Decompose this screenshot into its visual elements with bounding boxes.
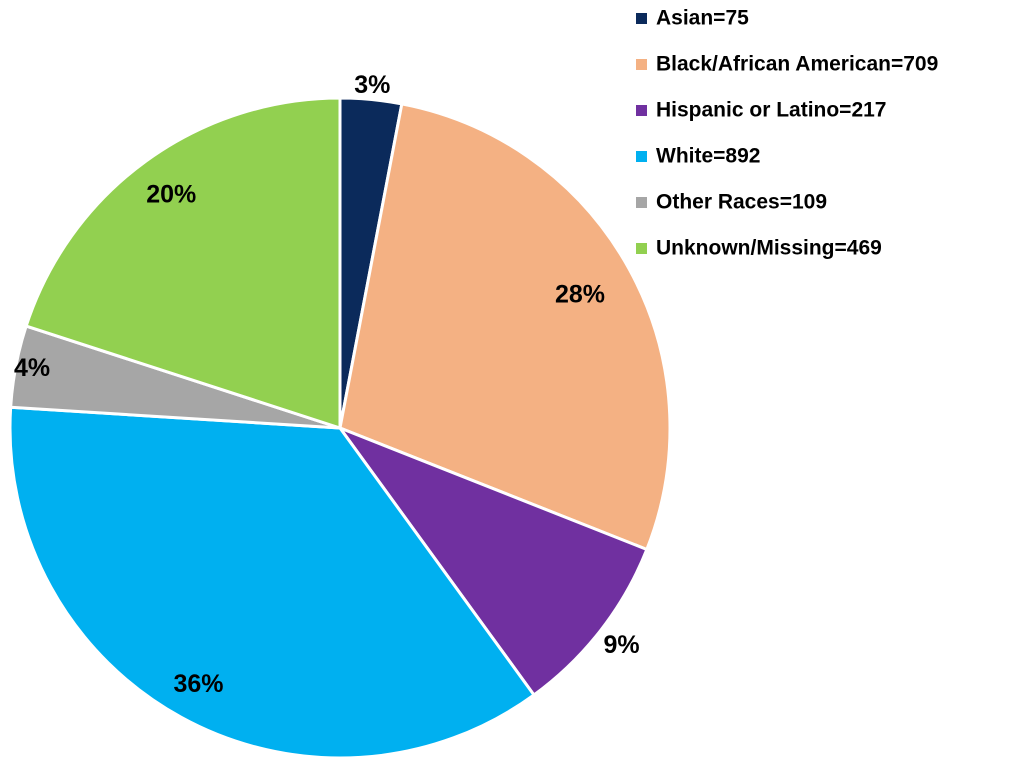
legend-swatch xyxy=(636,243,647,254)
data-label: 20% xyxy=(146,180,196,208)
legend-swatch xyxy=(636,13,647,24)
data-label: 36% xyxy=(173,670,223,698)
pie-slice xyxy=(8,405,536,757)
legend-label: Unknown/Missing=469 xyxy=(656,237,882,260)
legend-swatch xyxy=(636,59,647,70)
legend-swatch xyxy=(636,151,647,162)
pie-slice xyxy=(338,426,649,697)
legend-label: Asian=75 xyxy=(656,7,749,30)
legend-swatch xyxy=(636,197,647,208)
legend-swatch xyxy=(636,105,647,116)
data-label: 3% xyxy=(354,71,390,99)
legend-label: Other Races=109 xyxy=(656,191,827,214)
pie-slice xyxy=(338,102,672,551)
data-label: 28% xyxy=(555,281,605,309)
data-label: 4% xyxy=(14,354,50,382)
legend-label: White=892 xyxy=(656,145,760,168)
pie-slice xyxy=(24,96,342,430)
legend-label: Black/African American=709 xyxy=(656,53,938,76)
legend-label: Hispanic or Latino=217 xyxy=(656,99,887,122)
data-label: 9% xyxy=(604,631,640,659)
